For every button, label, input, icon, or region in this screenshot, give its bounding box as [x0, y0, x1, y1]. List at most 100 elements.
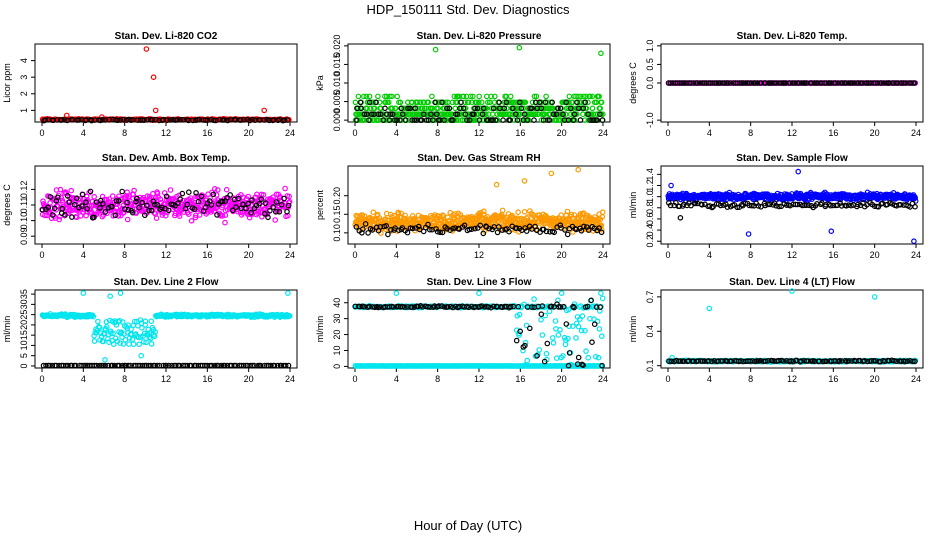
data-point: [126, 341, 132, 347]
data-point: [243, 205, 249, 212]
data-point: [223, 186, 230, 193]
plot-title: Stan. Dev. Li-820 Temp.: [737, 31, 848, 42]
data-point: [511, 99, 518, 106]
data-point: [587, 117, 594, 123]
data-point: [240, 201, 246, 208]
data-point: [575, 354, 582, 361]
data-point: [483, 105, 490, 112]
data-point: [130, 341, 137, 347]
x-tick-label: 8: [122, 128, 127, 138]
data-point: [553, 111, 560, 118]
plot-frame: [660, 289, 924, 369]
data-point: [515, 105, 522, 112]
data-point: [737, 80, 743, 86]
data-point: [832, 80, 839, 86]
data-point: [49, 212, 56, 218]
data-point: [499, 207, 506, 214]
data-point: [267, 207, 273, 214]
series-line1: [39, 46, 292, 124]
data-point: [432, 99, 438, 106]
data-point: [56, 216, 63, 223]
data-point: [742, 80, 749, 86]
data-point: [495, 224, 502, 230]
data-point: [62, 212, 68, 218]
data-point: [526, 325, 533, 332]
data-point: [405, 105, 411, 112]
data-point: [597, 111, 603, 118]
data-point: [490, 105, 497, 112]
data-point: [577, 93, 584, 100]
x-tick-label: 16: [828, 374, 838, 384]
data-point: [460, 105, 467, 112]
data-point: [380, 117, 387, 123]
data-point: [579, 313, 586, 319]
data-point: [452, 105, 459, 112]
data-point: [509, 99, 516, 106]
y-tick-label: 0.5: [645, 58, 655, 71]
data-point: [385, 99, 392, 106]
y-axis-label: degrees C: [2, 184, 12, 226]
data-point: [437, 229, 443, 236]
data-point: [61, 117, 68, 123]
data-points: [352, 166, 606, 238]
data-point: [441, 117, 447, 123]
data-point: [536, 99, 543, 106]
data-point: [91, 338, 98, 344]
data-point: [523, 228, 530, 234]
data-point: [585, 227, 592, 233]
data-point: [596, 225, 602, 231]
data-point: [84, 206, 91, 212]
data-point: [165, 207, 172, 214]
data-point: [699, 80, 706, 86]
data-point: [88, 117, 95, 124]
data-point: [550, 111, 557, 118]
data-point: [823, 80, 830, 86]
y-tick-label: 0.11: [19, 197, 29, 214]
outlier-point: [745, 231, 752, 237]
data-point: [167, 117, 174, 123]
data-point: [219, 213, 226, 219]
data-point: [175, 200, 181, 207]
data-point: [47, 200, 53, 206]
data-point: [144, 117, 150, 123]
x-tick-label: 12: [787, 374, 797, 384]
data-point: [392, 105, 399, 112]
data-point: [573, 335, 579, 341]
data-point: [51, 205, 58, 212]
data-point: [748, 80, 755, 86]
data-point: [690, 80, 697, 86]
data-point: [544, 340, 551, 347]
panel-temp: Stan. Dev. Li-820 Temp.degrees C0 4 8 12 16 2…: [628, 31, 924, 138]
data-point: [191, 206, 198, 212]
x-tick-label: 12: [474, 250, 484, 260]
x-tick-label: 12: [161, 250, 171, 260]
data-point: [912, 203, 918, 210]
data-point: [588, 111, 595, 118]
x-tick-label: 24: [598, 128, 608, 138]
x-tick-label: 4: [81, 374, 86, 384]
data-point: [222, 212, 229, 219]
data-point: [195, 198, 202, 205]
data-point: [204, 117, 211, 124]
data-point: [571, 111, 578, 118]
data-point: [567, 105, 574, 112]
data-point: [596, 326, 603, 332]
data-point: [484, 117, 491, 123]
data-point: [284, 117, 291, 123]
y-axis-label: degrees C: [628, 62, 638, 104]
data-point: [249, 116, 256, 123]
y-tick-label: 0.1: [645, 359, 655, 372]
data-point: [352, 99, 359, 106]
data-point: [59, 205, 66, 212]
data-point: [851, 80, 858, 86]
y-tick-label: 30: [19, 299, 29, 309]
data-point: [839, 80, 846, 86]
data-point: [472, 225, 478, 232]
y-tick-label: 0.12: [19, 181, 29, 199]
data-point: [531, 296, 537, 302]
data-point: [184, 201, 191, 208]
data-point: [792, 80, 798, 86]
data-point: [57, 186, 64, 193]
data-point: [73, 195, 80, 202]
